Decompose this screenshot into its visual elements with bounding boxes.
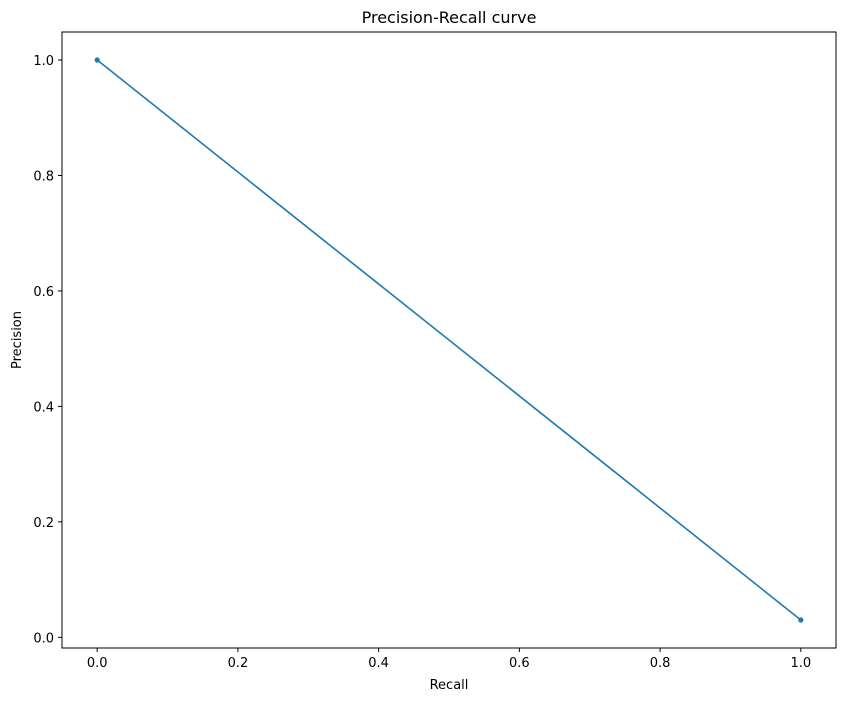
- y-tick-label: 0.2: [33, 516, 54, 531]
- x-tick-label: 0.0: [87, 656, 108, 671]
- x-tick-label: 0.8: [650, 656, 671, 671]
- series-line: [96, 59, 802, 621]
- x-tick-label: 0.4: [368, 656, 389, 671]
- y-tick-label: 1.0: [33, 54, 54, 69]
- chart-title: Precision-Recall curve: [362, 8, 537, 27]
- y-tick-label: 0.8: [33, 169, 54, 184]
- y-tick-label: 0.0: [33, 631, 54, 646]
- y-tick-label: 0.4: [33, 400, 54, 415]
- y-axis-title: Precision: [10, 311, 25, 369]
- axes-layer: 0.0 0.2 0.4 0.6 0.8 1.0 0.0 0.2 0.4 0.6 0.8 1.0: [33, 54, 811, 671]
- y-tick-label: 0.6: [33, 285, 54, 300]
- x-axis-title: Recall: [430, 678, 469, 693]
- x-tick-label: 1.0: [790, 656, 811, 671]
- x-tick-label: 0.6: [509, 656, 530, 671]
- data-point: [94, 57, 100, 63]
- data-point: [798, 617, 804, 623]
- series-layer: [94, 57, 804, 623]
- plot-frame: [61, 31, 837, 649]
- x-tick-label: 0.2: [228, 656, 249, 671]
